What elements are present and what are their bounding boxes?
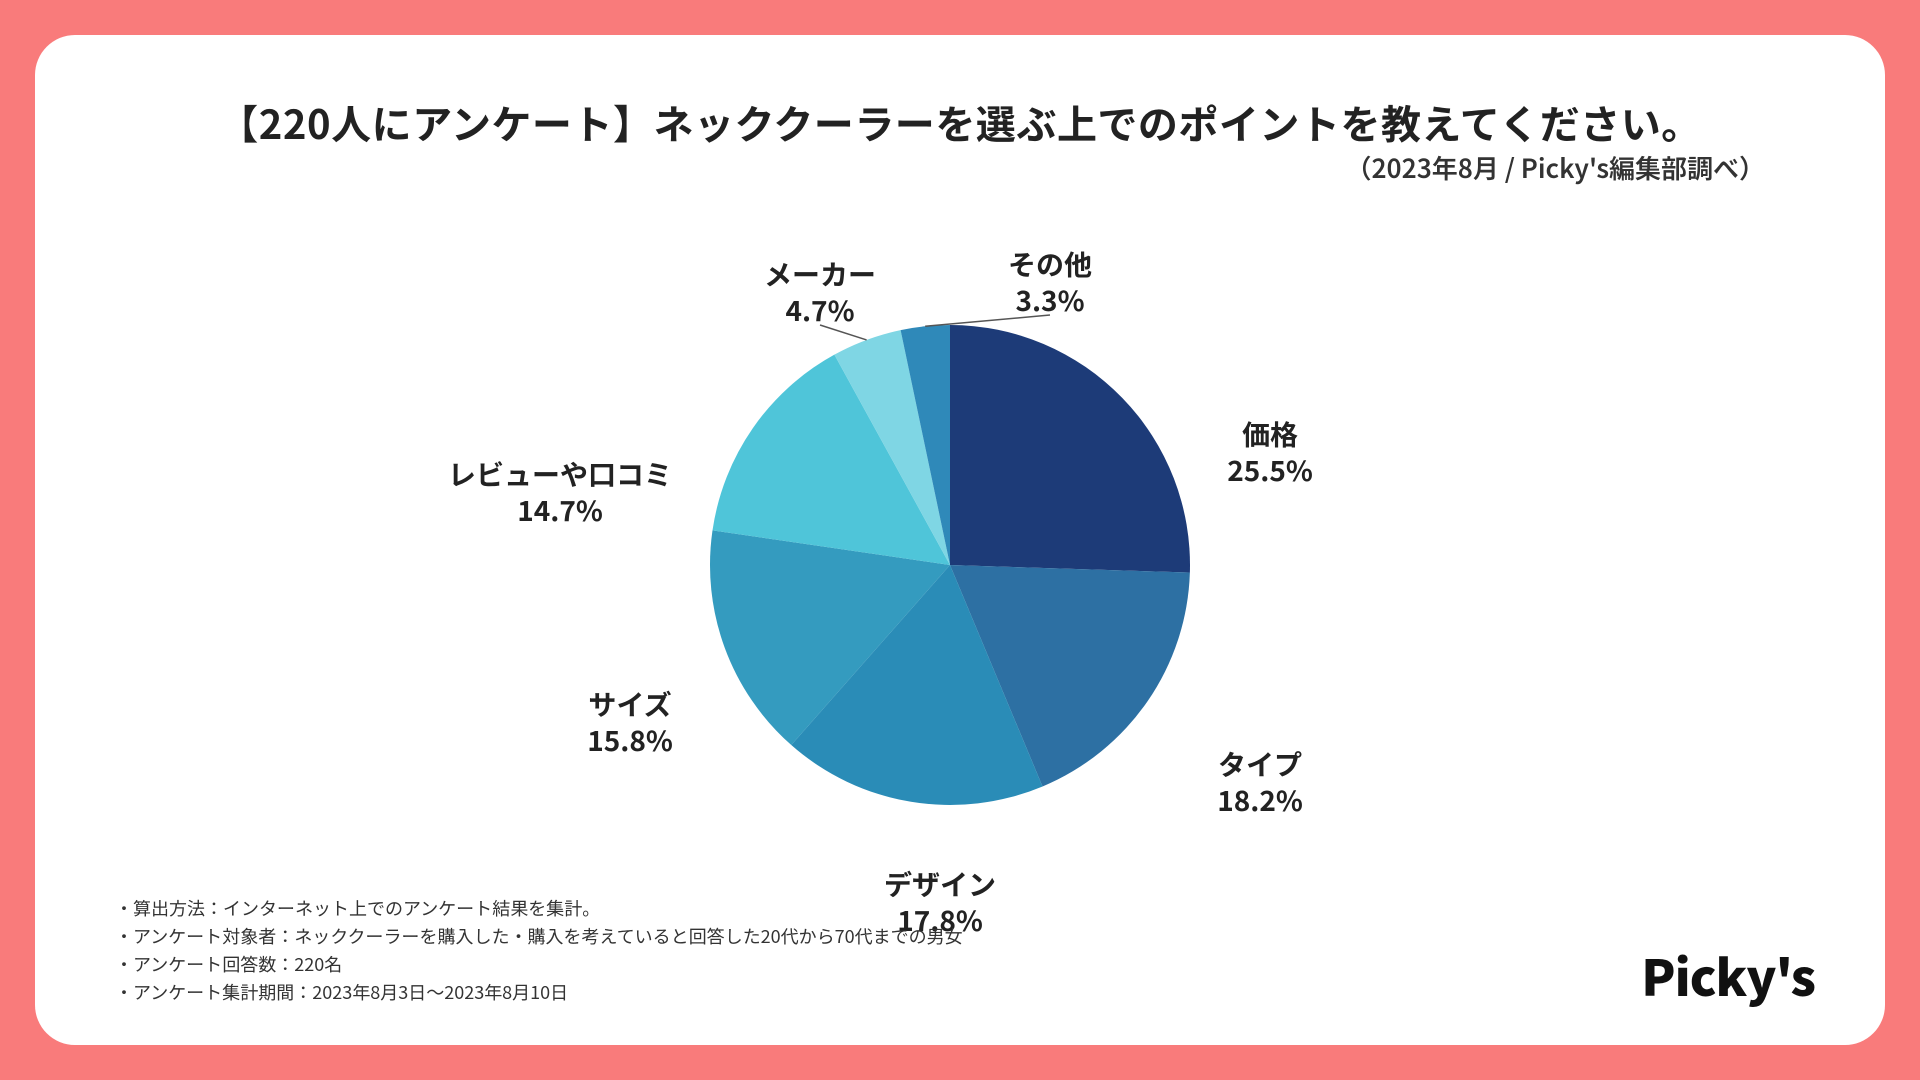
slice-label-group: メーカー4.7% <box>764 254 876 330</box>
pie-slice <box>950 325 1190 573</box>
slice-percent: 18.2% <box>1217 780 1303 820</box>
slice-label-group: 価格25.5% <box>1227 414 1313 490</box>
slice-label: メーカー <box>764 254 876 294</box>
outer-frame: 【220人にアンケート】ネッククーラーを選ぶ上でのポイントを教えてください。 （… <box>0 0 1920 1080</box>
slice-percent: 25.5% <box>1227 450 1313 490</box>
note-line: ・アンケート回答数：220名 <box>115 951 963 979</box>
methodology-notes: ・算出方法：インターネット上でのアンケート結果を集計。・アンケート対象者：ネック… <box>115 895 963 1007</box>
slice-percent: 4.7% <box>785 290 854 330</box>
slice-label: サイズ <box>588 684 671 724</box>
slice-label-group: タイプ18.2% <box>1217 744 1303 820</box>
slice-label: レビューや口コミ <box>448 454 672 494</box>
slice-label-group: その他3.3% <box>1008 244 1092 320</box>
slice-percent: 3.3% <box>1015 280 1084 320</box>
page-subtitle: （2023年8月 / Picky's編集部調べ） <box>1345 149 1765 186</box>
slice-label: 価格 <box>1242 414 1298 454</box>
slice-label-group: レビューや口コミ14.7% <box>448 454 672 530</box>
slice-percent: 15.8% <box>587 720 673 760</box>
brand-logo: Picky's <box>1641 939 1815 1011</box>
note-line: ・算出方法：インターネット上でのアンケート結果を集計。 <box>115 895 963 923</box>
slice-label: タイプ <box>1218 744 1302 784</box>
note-line: ・アンケート対象者：ネッククーラーを購入した・購入を考えていると回答した20代か… <box>115 923 963 951</box>
page-title: 【220人にアンケート】ネッククーラーを選ぶ上でのポイントを教えてください。 <box>35 93 1885 151</box>
card: 【220人にアンケート】ネッククーラーを選ぶ上でのポイントを教えてください。 （… <box>35 35 1885 1045</box>
pie-chart: 価格25.5%タイプ18.2%デザイン17.8%サイズ15.8%レビューや口コミ… <box>35 195 1885 905</box>
slice-percent: 14.7% <box>517 490 603 530</box>
note-line: ・アンケート集計期間：2023年8月3日〜2023年8月10日 <box>115 979 963 1007</box>
slice-label-group: サイズ15.8% <box>587 684 673 760</box>
slice-label: その他 <box>1008 244 1092 284</box>
